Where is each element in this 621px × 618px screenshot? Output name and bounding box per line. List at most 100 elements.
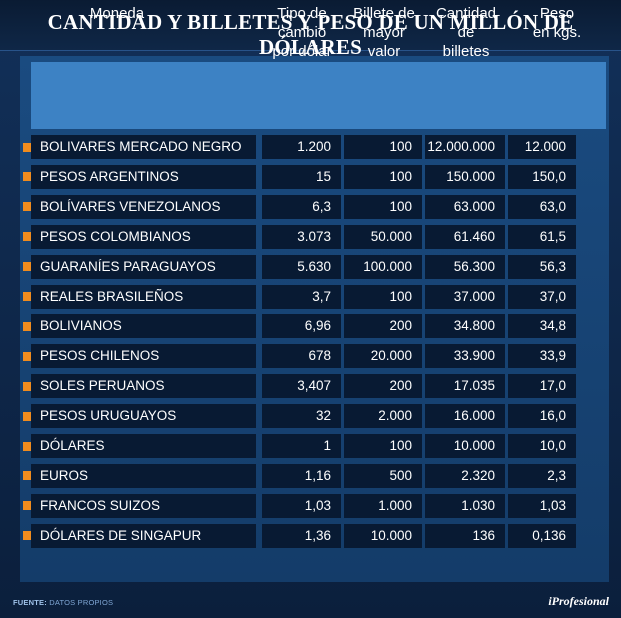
table-cell-bg xyxy=(31,164,256,189)
column-header-line: mayor xyxy=(363,24,405,41)
table-cell-bg xyxy=(508,404,576,429)
table-cell-bg xyxy=(31,404,256,429)
table-cell: 15 xyxy=(315,168,331,184)
table-cell-bg xyxy=(508,135,576,159)
title-bar: CANTIDAD Y BILLETES Y PESO DE UN MILLÓN … xyxy=(0,0,621,59)
currency-name: PESOS URUGUAYOS xyxy=(40,408,177,424)
table-cell-bg xyxy=(31,523,256,548)
row-bullet-icon xyxy=(23,381,32,391)
table-cell: 61,5 xyxy=(539,228,566,244)
column-header-line: Cantidad xyxy=(435,5,497,22)
table-cell-bg xyxy=(508,523,576,548)
table-cell: 10,0 xyxy=(539,438,566,453)
brand-logo: iProfesional xyxy=(548,594,609,608)
table-cell-bg xyxy=(262,493,341,518)
table-cell: 50.000 xyxy=(370,228,412,244)
currency-name: EUROS xyxy=(40,467,89,483)
table-cell: 5.630 xyxy=(297,258,331,274)
table-cell: 20.000 xyxy=(370,348,412,364)
column-header-line: Peso xyxy=(539,5,575,22)
table-cell-bg xyxy=(425,284,505,309)
table-cell: 33.900 xyxy=(453,348,495,364)
table-cell-bg xyxy=(262,284,341,309)
row-bullet-icon xyxy=(23,172,32,182)
row-bullet-icon xyxy=(23,501,32,511)
table-cell: 150,0 xyxy=(532,168,566,184)
currency-name: REALES BRASILEÑOS xyxy=(40,288,184,304)
table-cell-bg xyxy=(508,284,576,309)
table-cell-bg xyxy=(262,404,341,429)
column-header-line: billetes xyxy=(442,43,490,60)
row-bullet-icon xyxy=(23,232,32,242)
table-cell: 56.300 xyxy=(453,258,495,274)
table-cell: 6,3 xyxy=(312,198,331,214)
table-cell-bg xyxy=(31,284,256,309)
table-cell-bg xyxy=(262,194,341,219)
table-cell: 10.000 xyxy=(453,438,495,453)
table-cell: 0,136 xyxy=(532,527,566,543)
table-cell: 16.000 xyxy=(453,408,495,424)
table-cell-bg xyxy=(31,254,256,279)
row-bullet-icon xyxy=(23,441,32,451)
table-cell-bg xyxy=(508,224,576,249)
table-cell-bg xyxy=(262,434,341,458)
table-cell-bg xyxy=(262,314,341,339)
table-cell-bg xyxy=(344,404,422,429)
table-cell-bg xyxy=(344,344,422,369)
table-cell-bg xyxy=(31,135,256,159)
table-cell: 17.035 xyxy=(453,378,495,394)
row-bullet-icon xyxy=(23,321,32,331)
table-cell: 10.000 xyxy=(370,527,412,543)
currency-name: PESOS COLOMBIANOS xyxy=(40,228,191,244)
row-bullet-icon xyxy=(23,411,32,421)
table-cell: 150.000 xyxy=(446,168,495,184)
row-bullet-icon xyxy=(23,142,32,152)
table-cell: 33,9 xyxy=(539,348,566,364)
table-cell: 2.000 xyxy=(378,408,412,424)
table-cell: 100 xyxy=(389,139,412,154)
currency-name: DÓLARES DE SINGAPUR xyxy=(40,527,202,543)
row-bullet-icon xyxy=(23,471,32,481)
table-cell-bg xyxy=(508,164,576,189)
table-cell: 61.460 xyxy=(453,228,495,244)
table-cell-bg xyxy=(425,254,505,279)
table-cell-bg xyxy=(262,135,341,159)
table-cell-bg xyxy=(262,523,341,548)
currency-name: PESOS ARGENTINOS xyxy=(40,168,179,184)
currency-name: FRANCOS SUIZOS xyxy=(40,497,161,513)
table-cell-bg xyxy=(425,493,505,518)
column-header-line: Moneda xyxy=(89,5,145,22)
table-cell-bg xyxy=(344,314,422,339)
table-cell-bg xyxy=(262,463,341,488)
table-cell: 1.200 xyxy=(297,139,331,154)
table-cell-bg xyxy=(425,463,505,488)
table-cell-bg xyxy=(508,434,576,458)
table-cell: 56,3 xyxy=(539,258,566,274)
table-cell: 1,16 xyxy=(304,467,331,483)
column-header: Peso en kgs. xyxy=(507,4,607,42)
source-text: DATOS PROPIOS xyxy=(49,598,114,607)
table-cell-bg xyxy=(508,344,576,369)
table-cell: 3,407 xyxy=(297,378,331,394)
column-header: Moneda xyxy=(67,4,167,23)
table-cell: 136 xyxy=(472,527,495,543)
column-header-line: por dólar xyxy=(272,43,332,60)
table-cell: 37,0 xyxy=(539,288,566,304)
column-header: Cantidad de billetes xyxy=(416,4,516,61)
table-cell-bg xyxy=(344,224,422,249)
table-cell-bg xyxy=(425,523,505,548)
row-bullet-icon xyxy=(23,292,32,301)
table-cell: 100 xyxy=(389,438,412,453)
table-cell-bg xyxy=(344,434,422,458)
table-cell-bg xyxy=(31,434,256,458)
table-cell-bg xyxy=(262,374,341,399)
table-cell: 37.000 xyxy=(453,288,495,304)
table-cell-bg xyxy=(262,344,341,369)
table-cell-bg xyxy=(262,164,341,189)
table-cell-bg xyxy=(262,254,341,279)
table-cell-bg xyxy=(425,135,505,159)
table-cell: 100 xyxy=(389,288,412,304)
table-cell-bg xyxy=(425,344,505,369)
table-cell-bg xyxy=(344,523,422,548)
table-cell: 63.000 xyxy=(453,198,495,214)
